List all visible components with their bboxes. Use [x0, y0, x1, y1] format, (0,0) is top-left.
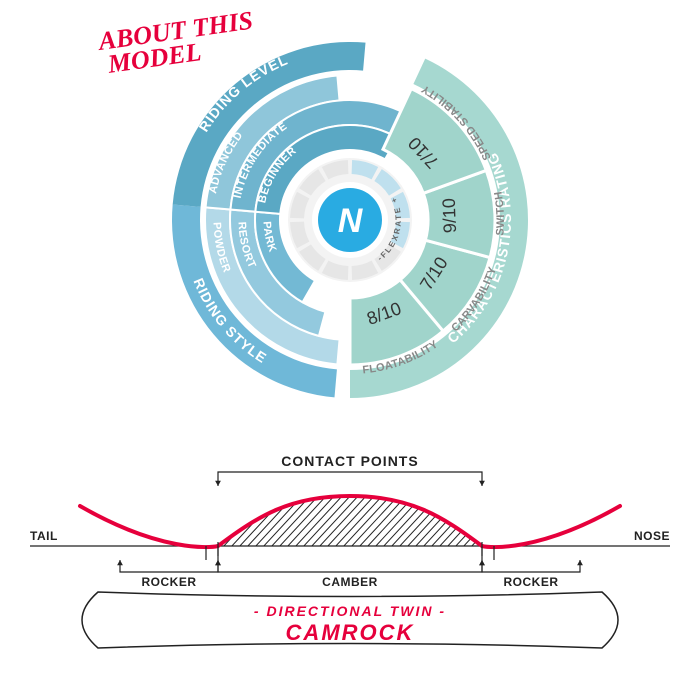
rating-value-2: 9/10 — [439, 198, 461, 234]
shape-name: CAMROCK — [286, 620, 415, 645]
rocker-left-bracket — [120, 560, 218, 572]
camber-hatch — [158, 494, 584, 548]
label-camber: CAMBER — [322, 575, 378, 589]
about-this-model-header: ABOUT THISMODEL — [95, 6, 258, 80]
brand-logo: N — [312, 182, 388, 258]
model-radial-chart: RIDING STYLERIDING LEVELCHARACTERISTICS … — [172, 42, 528, 398]
label-contact-points: CONTACT POINTS — [281, 453, 418, 469]
camber-profile-diagram: TAIL NOSE CONTACT POINTS ROCKER CAMBER ROCKER… — [30, 453, 670, 648]
contact-points-bracket — [218, 472, 482, 486]
shape-subtitle: - DIRECTIONAL TWIN - — [254, 603, 446, 619]
rocker-right-bracket — [482, 560, 580, 572]
camber-bracket — [218, 560, 482, 572]
label-nose: NOSE — [634, 529, 670, 543]
label-tail: TAIL — [30, 529, 58, 543]
label-rocker-left: ROCKER — [141, 575, 196, 589]
brand-logo-letter: N — [338, 202, 364, 240]
label-rocker-right: ROCKER — [503, 575, 558, 589]
